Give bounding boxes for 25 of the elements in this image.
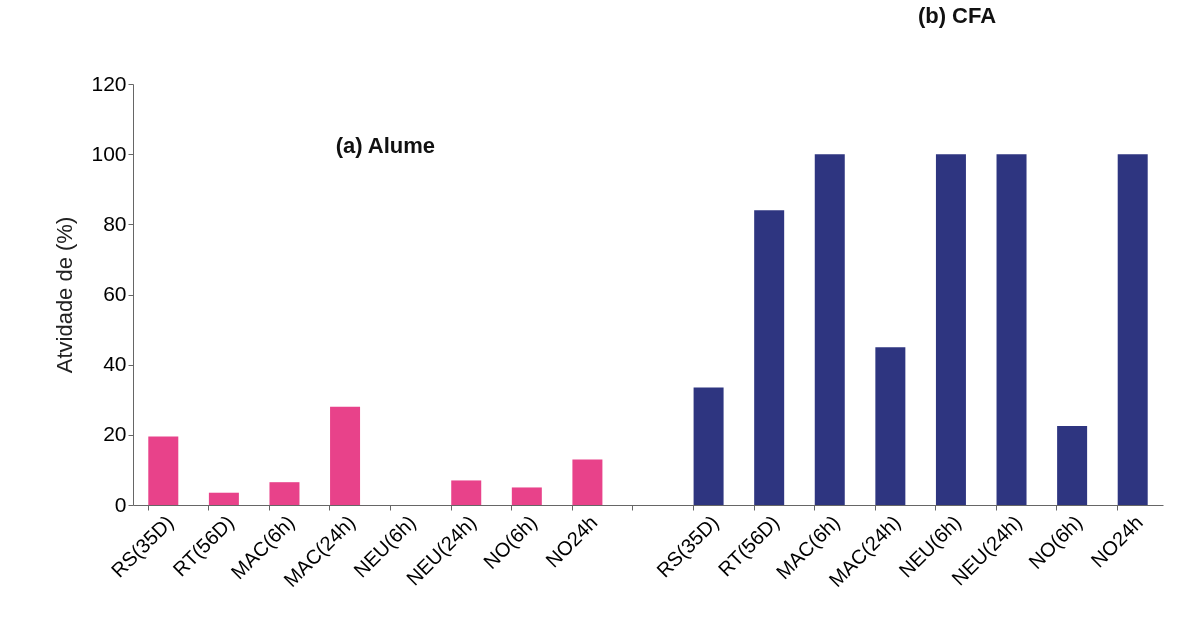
bar [754, 210, 785, 505]
bar [1057, 426, 1088, 505]
y-tick-label: 0 [114, 492, 127, 516]
bar [208, 492, 239, 505]
bar [1117, 154, 1148, 505]
annotation: (a) Alume [335, 133, 436, 158]
bar [572, 459, 603, 505]
y-tick-label: 60 [103, 282, 127, 305]
text: (b) CFA [917, 3, 997, 28]
bar [875, 347, 906, 505]
bar [935, 154, 966, 505]
bar [814, 154, 845, 505]
bar [996, 154, 1027, 505]
y-tick-label: 40 [103, 352, 127, 376]
y-tick-label: 80 [103, 211, 127, 235]
y-tick-label: 100 [91, 141, 127, 165]
y-tick-label: 20 [103, 422, 127, 446]
y-tick-label: 120 [91, 71, 127, 95]
bar [451, 480, 482, 505]
bar [330, 406, 361, 505]
bar [693, 387, 724, 505]
y-axis-title: Atvidade de (%) [52, 216, 78, 374]
bar [269, 482, 300, 505]
bar [148, 436, 179, 505]
bar [511, 487, 542, 505]
